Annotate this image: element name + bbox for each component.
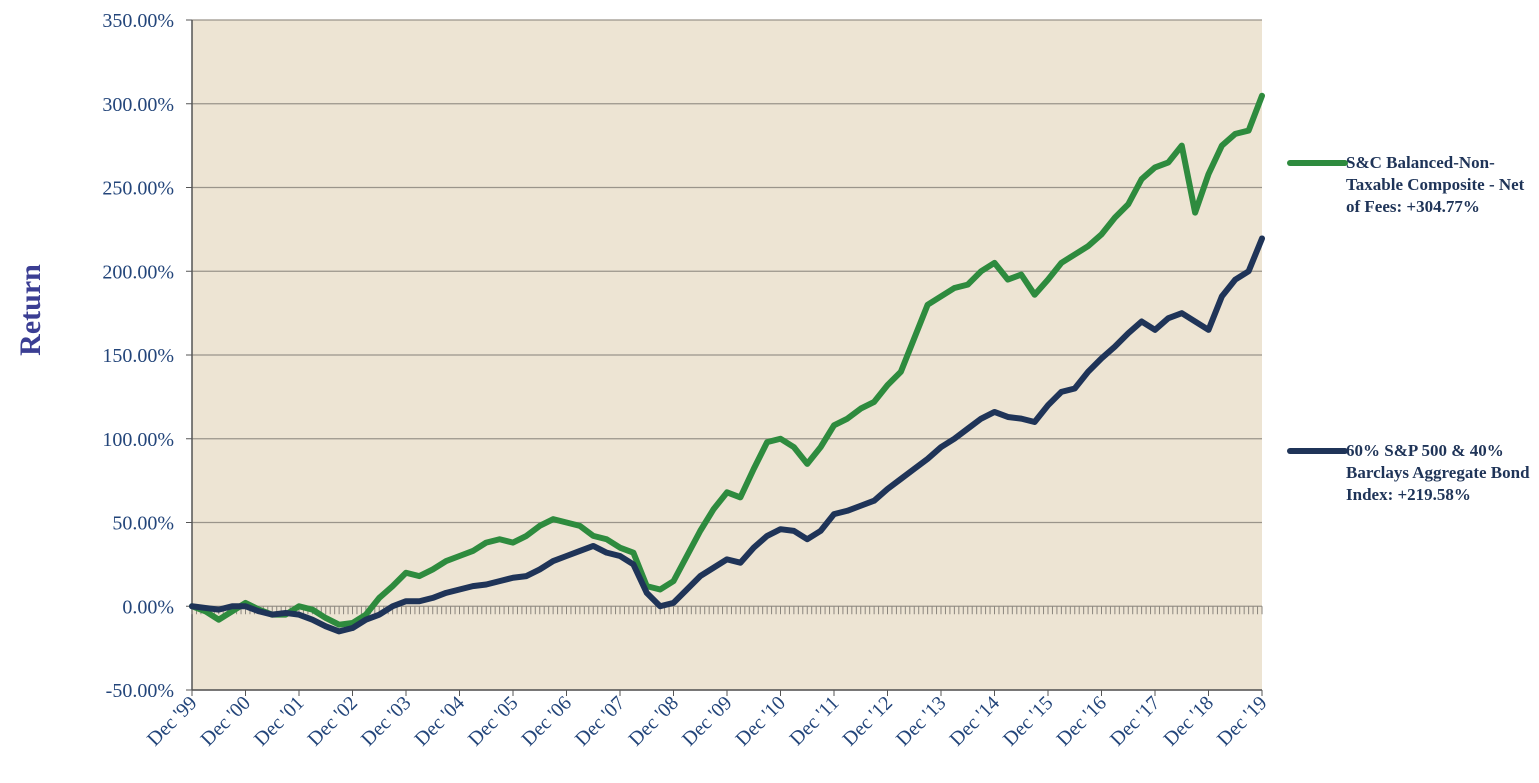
x-tick-label: Dec '14 [945, 692, 1004, 751]
x-tick-label: Dec '07 [571, 692, 630, 751]
x-tick-label: Dec '11 [786, 692, 844, 750]
legend-label: S&C Balanced-Non-Taxable Composite - Net… [1346, 153, 1525, 216]
x-tick-label: Dec '05 [464, 692, 523, 751]
legend-label: 60% S&P 500 & 40% Barclays Aggregate Bon… [1346, 441, 1530, 504]
series-line [189, 92, 1265, 628]
y-tick-label: 250.00% [102, 178, 174, 200]
x-tick-label: Dec '08 [624, 692, 683, 751]
x-tick-label: Dec '17 [1106, 692, 1165, 751]
x-tick-label: Dec '01 [250, 692, 309, 751]
x-tick-label: Dec '03 [357, 692, 416, 751]
x-tick-label: Dec '13 [892, 692, 951, 751]
y-tick-label: 0.00% [122, 596, 174, 618]
x-tick-label: Dec '04 [410, 692, 469, 751]
y-tick-label: 200.00% [102, 261, 174, 283]
x-tick-label: Dec '06 [517, 692, 576, 751]
x-tick-label: Dec '00 [196, 692, 255, 751]
x-tick-label: Dec '12 [838, 692, 897, 751]
x-tick-label: Dec '09 [678, 692, 737, 751]
y-tick-label: 300.00% [102, 94, 174, 116]
x-tick-label: Dec '19 [1213, 692, 1272, 751]
y-tick-label: -50.00% [106, 680, 174, 702]
x-tick-label: Dec '15 [999, 692, 1058, 751]
x-tick-label: Dec '02 [303, 692, 362, 751]
y-tick-label: 350.00% [102, 10, 174, 32]
x-tick-label: Dec '10 [731, 692, 790, 751]
y-tick-label: 150.00% [102, 345, 174, 367]
y-tick-label: 50.00% [112, 513, 174, 535]
y-axis-label: Return [14, 264, 47, 356]
y-tick-label: 100.00% [102, 429, 174, 451]
x-tick-label: Dec '18 [1159, 692, 1218, 751]
x-tick-label: Dec '16 [1052, 692, 1111, 751]
series-line [189, 235, 1265, 635]
